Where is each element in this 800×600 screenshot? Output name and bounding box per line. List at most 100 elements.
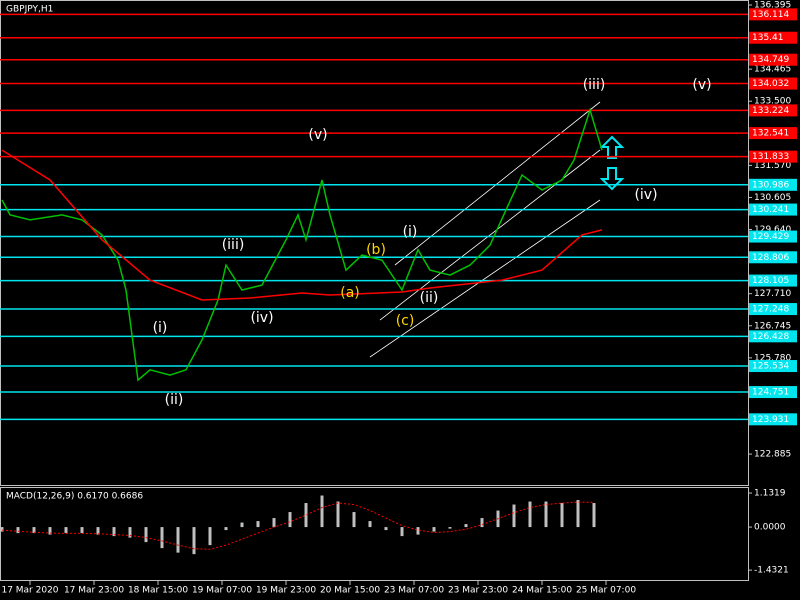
up-arrow [599,135,625,159]
chart-title: GBPJPY,H1 [6,5,53,15]
level-label-box [749,77,797,90]
level-label: 134.032 [752,79,789,89]
macd-bar [528,501,532,528]
x-tick-label: 20 Mar 15:00 [320,586,380,596]
macd-bar [16,527,20,534]
wave-label: (iv) [250,310,273,326]
macd-bar [160,527,164,549]
macd-title: MACD(12,26,9) 0.6170 0.6686 [6,492,143,502]
level-label-box [749,386,797,399]
wave-label: (iii) [222,237,245,253]
level-label: 126.428 [752,332,789,342]
macd-bar [256,521,260,528]
level-label-box [749,274,797,287]
x-tick-label: 23 Mar 07:00 [384,586,444,596]
level-label: 130.241 [752,205,789,215]
macd-bar [480,518,484,528]
level-label-box [749,203,797,216]
level-label-box [749,178,797,191]
macd-bar [192,527,196,555]
macd-bar [336,501,340,528]
wave-label: (i) [403,224,418,240]
macd-bar [176,527,180,553]
macd-bar [80,527,84,534]
macd-bar [464,524,468,528]
level-label: 135.41 [752,33,784,43]
macd-bar [304,503,308,528]
price-frame [0,0,749,486]
wave-label: (v) [308,127,327,143]
level-label-box [749,8,797,21]
level-label-box [749,53,797,66]
wave-label: (i) [153,320,168,336]
macd-bar [400,527,404,537]
y-tick-label: 127.710 [754,289,791,299]
y-tick-label: 136.395 [754,1,791,11]
macd-bar [576,500,580,528]
x-tick-label: 18 Mar 15:00 [128,586,188,596]
y-tick-label: 131.570 [754,161,791,171]
level-label: 133.224 [752,106,789,116]
level-label: 134.749 [752,55,789,65]
channel-line [394,101,601,266]
level-label-box [749,303,797,316]
level-label: 129.429 [752,232,789,242]
y-tick-label: 1.1319 [754,489,786,499]
level-label-box [749,104,797,117]
level-label: 127.248 [752,305,789,315]
wave-label: (v) [692,77,711,93]
macd-bar [320,495,324,528]
macd-bar [48,527,52,535]
y-tick-label: -1.4321 [754,566,789,576]
level-label-box [749,150,797,163]
wave-label: (iii) [583,77,606,93]
macd-bar [352,512,356,528]
wave-label: (ii) [420,290,439,306]
y-tick-label: 134.465 [754,65,791,75]
level-label-box [749,127,797,140]
price-line [1,149,603,301]
level-label: 130.986 [752,180,789,190]
y-tick-label: 133.500 [754,97,791,107]
macd-bar [448,527,452,529]
macd-bar [240,522,244,528]
macd-bar [208,527,212,546]
macd-bar [384,527,388,531]
x-tick-label: 24 Mar 15:00 [512,586,572,596]
macd-bar [0,527,4,532]
wave-label: (a) [340,285,360,301]
level-label-box [749,413,797,426]
macd-bar [432,527,436,532]
level-label-box [749,330,797,343]
macd-bar [32,527,36,534]
channel-line [369,199,601,358]
macd-bar [544,501,548,528]
x-tick-label: 25 Mar 07:00 [576,586,636,596]
x-tick-label: 17 Mar 23:00 [64,586,124,596]
level-label: 128.105 [752,276,789,286]
macd-bar [144,527,148,543]
x-tick-label: 17 Mar 2020 [1,586,58,596]
macd-bar [368,521,372,528]
level-label: 132.541 [752,129,789,139]
macd-bar [96,527,100,535]
y-tick-label: 122.885 [754,450,791,460]
y-tick-label: 130.605 [754,193,791,203]
macd-bar [560,503,564,528]
x-tick-label: 19 Mar 23:00 [256,586,316,596]
macd-bar [224,527,228,531]
price-line [1,107,603,382]
macd-frame [0,487,749,581]
level-label: 125.534 [752,362,789,372]
level-label-box [749,230,797,243]
macd-bar [592,503,596,528]
macd-bar [512,504,516,528]
level-label-box [749,31,797,44]
macd-bar [288,512,292,528]
level-label: 124.751 [752,388,789,398]
level-label: 128.806 [752,253,789,263]
wave-label: (ii) [165,392,184,408]
level-label: 136.114 [752,10,789,20]
